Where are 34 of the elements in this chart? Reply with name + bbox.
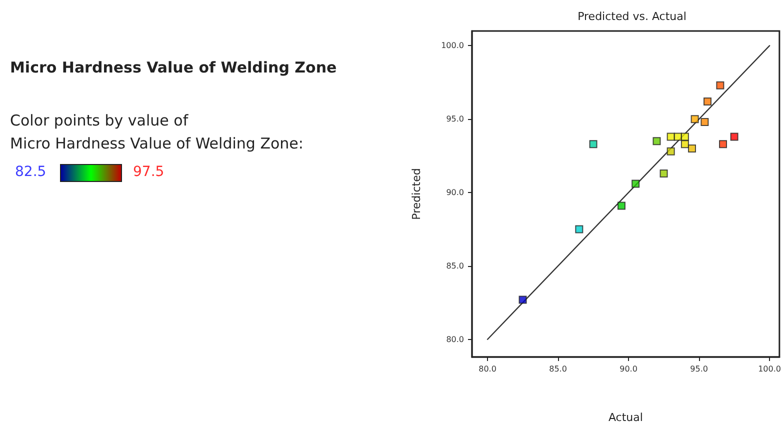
y-tick-label: 95.0 [446, 114, 464, 124]
color-bar-title: Color points by value of Micro Hardness Value of Welding Zone: [10, 112, 304, 152]
point [575, 225, 584, 234]
point [716, 81, 724, 90]
y-axis-title: Predicted [410, 168, 423, 220]
text: 97.5 [133, 164, 164, 180]
y-tick-label: 100.0 [441, 41, 464, 50]
x-tick-label: 90.0 [620, 364, 638, 374]
point [518, 296, 527, 304]
point [719, 140, 728, 148]
x-tick-label: 100.0 [758, 364, 781, 374]
point [617, 202, 626, 210]
x-tick-label: 80.0 [478, 364, 496, 374]
point [632, 180, 640, 188]
point [680, 140, 689, 148]
point [589, 140, 598, 148]
point [704, 97, 712, 106]
point [730, 132, 738, 141]
x-tick-label: 95.0 [690, 364, 708, 374]
point [690, 115, 699, 124]
x-axis-title: Actual [608, 411, 643, 424]
y-tick-label: 85.0 [446, 261, 464, 270]
text: 82.5 [15, 164, 46, 180]
point [680, 132, 689, 141]
point [652, 137, 661, 146]
text: Micro Hardness Value of Welding Zone [10, 58, 337, 76]
point [660, 169, 668, 178]
y-tick-label: 80.0 [446, 334, 464, 344]
y-tick-label: 90.0 [446, 188, 464, 198]
x-tick-label: 85.0 [549, 364, 567, 374]
point [700, 118, 709, 126]
point [688, 144, 696, 152]
point [666, 147, 675, 156]
chart-title: Predicted vs. Actual [578, 10, 686, 23]
